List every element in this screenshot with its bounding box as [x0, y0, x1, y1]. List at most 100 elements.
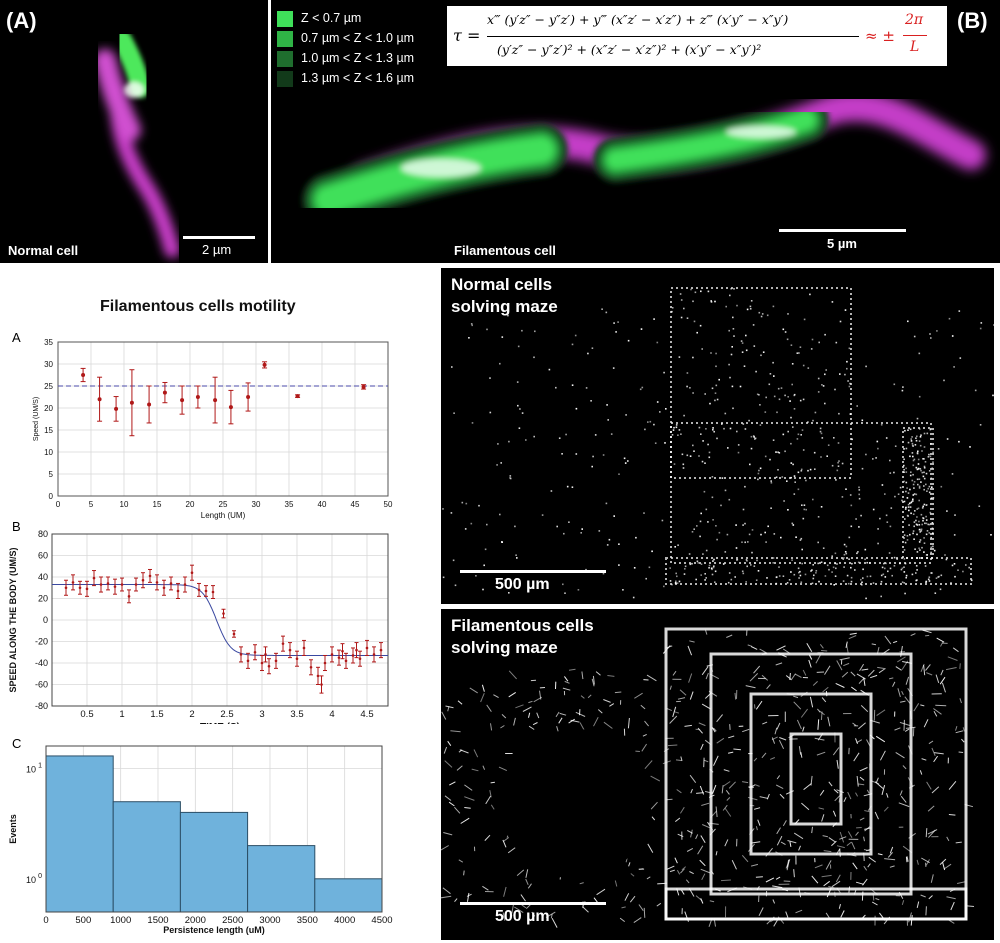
cell-dot [757, 570, 760, 572]
cell-dot [907, 506, 910, 508]
cell-dot [844, 551, 847, 553]
maze-filamentous-title: Filamentous cells solving maze [451, 615, 594, 659]
filament [928, 740, 934, 745]
cell-dot [624, 462, 627, 464]
filament [697, 845, 704, 855]
cell-dot [705, 508, 708, 511]
cell-dot [928, 470, 931, 472]
maze-filamentous-title-line1: Filamentous cells [451, 616, 594, 635]
panel-b-micrograph: Z < 0.7 µm 0.7 µm < Z < 1.0 µm 1.0 µm < … [271, 0, 1000, 263]
cell-dot [765, 396, 767, 399]
filament [926, 672, 933, 676]
filament [614, 880, 618, 887]
data-point [169, 582, 173, 585]
cell-dot [517, 404, 519, 407]
cell-dot [817, 516, 820, 518]
data-point [197, 588, 201, 592]
cell-dot [580, 532, 582, 534]
cell-dot [753, 345, 756, 347]
panel-b-caption: Filamentous cell [454, 243, 556, 258]
cell-dot [689, 455, 692, 457]
filament [759, 648, 768, 654]
cell-dot [919, 539, 922, 541]
cell-dot [814, 468, 816, 470]
filament [859, 776, 865, 781]
cell-dot [696, 525, 698, 527]
filament [687, 645, 693, 656]
cell-dot [838, 412, 840, 415]
cell-dot [617, 321, 619, 323]
filament [695, 834, 699, 840]
filament [905, 856, 908, 863]
cell-dot [683, 307, 685, 310]
cell-dot [915, 493, 918, 496]
cell-dot [903, 549, 906, 551]
cell-dot [904, 518, 906, 520]
cell-dot [896, 558, 898, 560]
cell-dot [920, 469, 922, 472]
cell-dot [563, 532, 565, 535]
cell-dot [876, 440, 879, 443]
filament [603, 721, 613, 729]
cell-dot [877, 447, 879, 450]
filament [927, 805, 935, 812]
filament [812, 681, 818, 686]
cell-dot [703, 490, 706, 493]
cell-dot [732, 316, 734, 319]
cell-dot [858, 493, 860, 496]
y-tick-label: -40 [35, 658, 48, 668]
filament [481, 684, 485, 692]
cell-dot [909, 474, 912, 477]
filament [833, 789, 839, 794]
data-point [204, 589, 208, 593]
filament [482, 885, 489, 891]
cell-dot [700, 290, 702, 293]
y-tick-label: 35 [44, 338, 53, 347]
cell-dot [803, 504, 806, 506]
cell-dot [930, 546, 933, 549]
cell-dot [922, 505, 924, 508]
filament [742, 781, 749, 784]
cell-dot [760, 354, 762, 357]
cell-dot [688, 553, 691, 555]
cell-dot [912, 513, 915, 515]
filament [501, 714, 507, 719]
cell-dot [912, 500, 914, 502]
filament [775, 876, 781, 880]
data-point [92, 576, 96, 580]
cell-dot [767, 525, 769, 528]
legend-label: Z < 0.7 µm [301, 11, 362, 25]
x-tick-label: 2.5 [220, 709, 233, 720]
cell-dot [718, 378, 720, 381]
cell-dot [601, 308, 603, 310]
x-tick-label: 40 [318, 500, 327, 509]
filament [810, 775, 813, 786]
cell-dot [909, 506, 912, 508]
cell-dot [759, 467, 762, 470]
filament [701, 802, 710, 806]
cell-dot [731, 385, 734, 388]
filament [863, 677, 866, 686]
cell-dot [885, 562, 887, 565]
cell-dot [890, 507, 893, 509]
filament [532, 722, 538, 726]
cell-dot [954, 514, 956, 516]
cell-dot [909, 533, 911, 536]
cell-dot [846, 360, 848, 363]
cell-dot [784, 331, 787, 333]
data-point [372, 653, 376, 656]
cell-dot [913, 481, 916, 483]
data-point [309, 666, 313, 669]
cell-dot [906, 539, 909, 541]
cell-dot [680, 299, 683, 301]
cell-dot [678, 580, 681, 583]
x-tick-label: 0 [43, 915, 48, 926]
cell-dot [857, 561, 860, 564]
cell-dot [909, 455, 911, 458]
cell-dot [743, 365, 746, 367]
filament [785, 911, 789, 918]
filament [800, 708, 809, 718]
filament [831, 840, 837, 847]
filament [883, 806, 889, 812]
cell-dot [915, 437, 917, 439]
